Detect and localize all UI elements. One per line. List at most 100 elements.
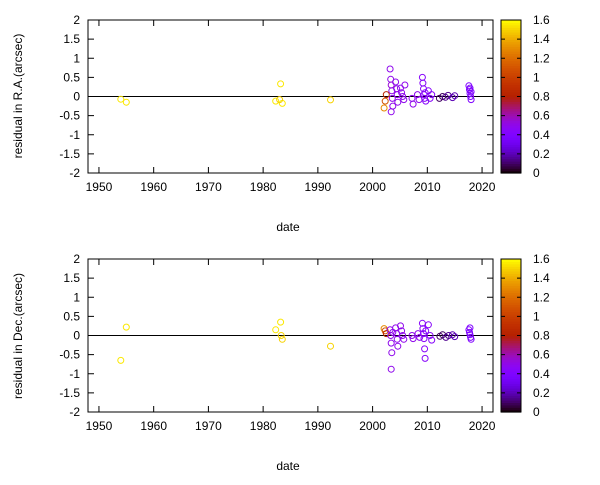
x-tick-label: 2010 <box>414 419 441 433</box>
ra-y-ticks: 2 1.5 1 0.5 0 -0.5 -1 -1.5 -2 <box>59 13 493 180</box>
data-point <box>422 327 430 335</box>
data-point <box>398 89 406 97</box>
data-point <box>381 97 389 105</box>
data-point <box>451 333 459 341</box>
data-point <box>466 331 474 339</box>
colorbar-swatch <box>501 146 521 150</box>
colorbar-swatch <box>501 347 521 351</box>
colorbar-swatch <box>501 278 521 282</box>
colorbar-swatch <box>501 168 521 172</box>
colorbar-swatch <box>501 120 521 124</box>
colorbar-swatch <box>501 313 521 317</box>
colorbar-swatch <box>501 285 521 289</box>
dec-points <box>117 318 475 373</box>
colorbar-tick-label: 0.2 <box>533 147 550 161</box>
ra-x-axis-label: date <box>276 220 300 234</box>
y-tick-label: 1.5 <box>63 271 80 285</box>
colorbar-tick-label: 0.8 <box>533 90 550 104</box>
data-point <box>421 354 429 362</box>
y-tick-label: 1 <box>73 290 80 304</box>
colorbar-swatch <box>501 259 521 262</box>
data-point <box>388 349 396 357</box>
colorbar-swatch <box>501 287 521 291</box>
colorbar-swatch <box>501 397 521 401</box>
colorbar-tick-label: 1.2 <box>533 290 550 304</box>
data-point <box>466 324 474 332</box>
colorbar-swatch <box>501 125 521 129</box>
colorbar-swatch <box>501 53 521 57</box>
colorbar-swatch <box>501 349 521 353</box>
y-tick-label: -2 <box>69 405 80 419</box>
x-tick-label: 1990 <box>305 180 332 194</box>
dec-y-axis-label: residual in Dec.(arcsec) <box>11 273 25 399</box>
colorbar-swatch <box>501 366 521 370</box>
colorbar-swatch <box>501 41 521 45</box>
colorbar-swatch <box>501 337 521 341</box>
colorbar-swatch <box>501 132 521 136</box>
colorbar-tick-label: 0.4 <box>533 367 550 381</box>
data-point <box>387 365 395 373</box>
y-tick-label: -2 <box>69 166 80 180</box>
colorbar-swatch <box>501 58 521 62</box>
colorbar-swatch <box>501 91 521 95</box>
x-tick-label: 1950 <box>86 419 113 433</box>
colorbar-swatch <box>501 110 521 114</box>
colorbar-swatch <box>501 380 521 384</box>
data-point <box>380 104 388 112</box>
data-point <box>408 332 416 339</box>
colorbar-swatch <box>501 318 521 322</box>
colorbar-swatch <box>501 144 521 148</box>
colorbar-swatch <box>501 407 521 411</box>
colorbar-swatch <box>501 101 521 105</box>
colorbar-swatch <box>501 106 521 110</box>
colorbar-swatch <box>501 51 521 55</box>
colorbar-swatch <box>501 275 521 279</box>
colorbar-swatch <box>501 98 521 102</box>
colorbar-swatch <box>501 48 521 52</box>
colorbar-swatch <box>501 333 521 337</box>
colorbar-swatch <box>501 364 521 368</box>
colorbar-swatch <box>501 129 521 133</box>
x-tick-label: 2020 <box>469 419 496 433</box>
colorbar-swatch <box>501 368 521 372</box>
colorbar-swatch <box>501 395 521 399</box>
colorbar-swatch <box>501 115 521 119</box>
data-point <box>424 321 432 329</box>
y-tick-label: 0 <box>73 90 80 104</box>
x-tick-label: 2000 <box>359 180 386 194</box>
data-point <box>117 356 125 364</box>
data-point <box>392 78 400 86</box>
colorbar-swatch <box>501 137 521 141</box>
colorbar-swatch <box>501 294 521 298</box>
data-point <box>466 84 474 92</box>
colorbar-swatch <box>501 392 521 396</box>
colorbar-swatch <box>501 390 521 394</box>
y-tick-label: 0 <box>73 329 80 343</box>
colorbar-swatch <box>501 84 521 88</box>
colorbar-swatch <box>501 280 521 284</box>
colorbar-swatch <box>501 65 521 69</box>
colorbar-swatch <box>501 103 521 107</box>
colorbar-swatch <box>501 170 521 174</box>
colorbar-swatch <box>501 321 521 325</box>
ra-points <box>117 65 475 116</box>
colorbar-swatch <box>501 376 521 380</box>
y-tick-label: 2 <box>73 13 80 27</box>
colorbar-swatch <box>501 72 521 76</box>
ra-x-ticks: 1950 1960 1970 1980 1990 2000 2010 2020 <box>86 20 496 194</box>
colorbar-swatch <box>501 22 521 26</box>
data-point <box>467 88 475 96</box>
data-point <box>418 73 426 81</box>
colorbar-swatch <box>501 134 521 138</box>
data-point <box>467 96 475 104</box>
dec-x-axis-label: date <box>276 459 300 473</box>
colorbar-swatch <box>501 24 521 28</box>
colorbar-swatch <box>501 158 521 162</box>
colorbar-swatch <box>501 70 521 74</box>
data-point <box>117 95 125 103</box>
colorbar-swatch <box>501 340 521 344</box>
x-tick-label: 2000 <box>359 419 386 433</box>
dec-y-ticks: 2 1.5 1 0.5 0 -0.5 -1 -1.5 -2 <box>59 252 493 419</box>
data-point <box>272 97 280 105</box>
